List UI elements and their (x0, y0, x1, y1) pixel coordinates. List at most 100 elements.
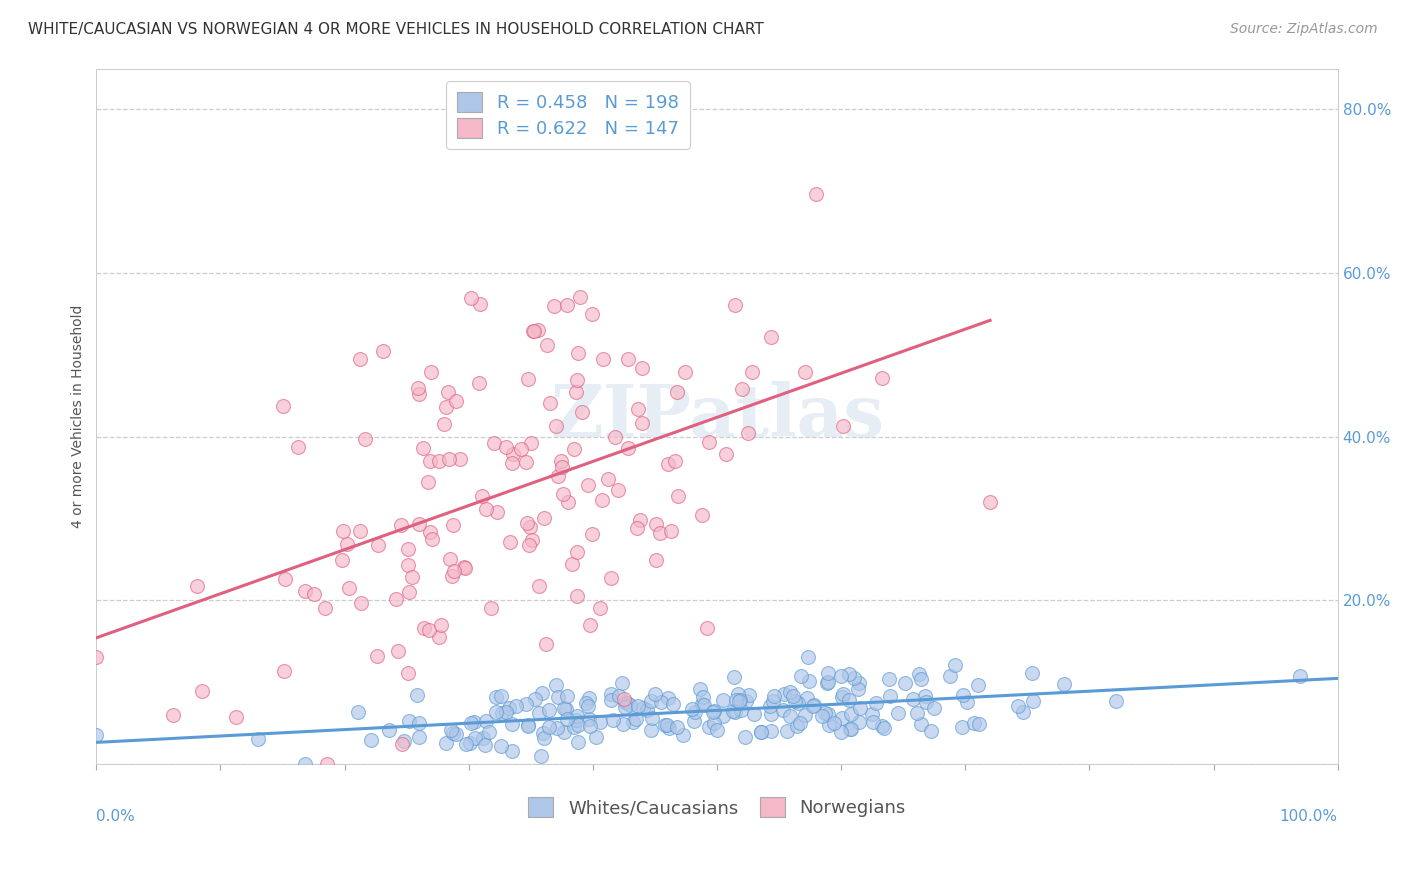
Point (963, 715, 986, 730)
Point (562, 442, 585, 456)
Point (779, 708, 801, 723)
Point (830, 668, 852, 682)
Point (387, 644, 409, 658)
Point (474, 738, 496, 752)
Point (485, 690, 508, 704)
Point (522, 324, 544, 338)
Point (839, 706, 862, 721)
Point (617, 351, 640, 366)
Point (391, 737, 413, 751)
Point (553, 725, 575, 739)
Point (702, 705, 724, 719)
Point (830, 724, 852, 739)
Point (723, 670, 745, 684)
Point (832, 687, 855, 701)
Point (749, 725, 772, 739)
Point (703, 716, 725, 731)
Point (527, 323, 550, 337)
Point (354, 432, 377, 446)
Point (516, 516, 538, 530)
Point (910, 717, 932, 731)
Point (371, 344, 394, 359)
Point (657, 690, 679, 705)
Point (724, 298, 747, 312)
Point (616, 697, 638, 711)
Point (581, 527, 603, 541)
Point (772, 686, 794, 700)
Point (544, 678, 567, 692)
Point (565, 373, 588, 387)
Point (544, 419, 567, 434)
Point (1021, 694, 1043, 708)
Point (443, 564, 465, 578)
Point (479, 601, 502, 615)
Point (920, 723, 942, 738)
Point (626, 521, 648, 535)
Point (519, 519, 541, 533)
Point (460, 715, 482, 730)
Point (761, 706, 783, 721)
Point (378, 723, 401, 737)
Point (567, 346, 589, 360)
Point (416, 475, 439, 489)
Point (865, 696, 887, 710)
Point (581, 307, 603, 321)
Point (831, 711, 853, 725)
Point (817, 674, 839, 689)
Point (711, 709, 734, 723)
Point (433, 417, 456, 431)
Point (460, 736, 482, 750)
Point (870, 371, 893, 385)
Point (979, 494, 1001, 508)
Point (495, 705, 517, 719)
Point (486, 505, 509, 519)
Point (645, 517, 668, 532)
Point (412, 441, 434, 455)
Point (589, 714, 612, 729)
Point (537, 720, 560, 734)
Point (86, 650, 108, 665)
Point (555, 702, 578, 716)
Point (471, 731, 494, 746)
Point (815, 676, 838, 690)
Point (714, 447, 737, 461)
Point (782, 689, 804, 703)
Point (627, 401, 650, 416)
Point (536, 338, 558, 352)
Point (162, 708, 184, 723)
Point (759, 698, 782, 713)
Point (419, 454, 441, 468)
Point (489, 739, 512, 753)
Point (578, 719, 600, 733)
Point (727, 687, 749, 701)
Point (505, 699, 527, 714)
Point (793, 708, 815, 723)
Point (644, 552, 666, 566)
Point (510, 442, 533, 457)
Point (366, 648, 388, 663)
Point (546, 721, 568, 735)
Point (274, 572, 297, 586)
Point (408, 716, 430, 731)
Point (628, 513, 651, 527)
Point (501, 717, 523, 731)
Point (759, 723, 782, 738)
Point (555, 690, 578, 704)
Point (463, 714, 485, 729)
Point (531, 726, 554, 740)
Point (475, 714, 498, 729)
Point (553, 701, 575, 715)
Point (817, 718, 839, 732)
Text: ZIPatlas: ZIPatlas (550, 381, 884, 451)
Point (659, 524, 682, 539)
Point (793, 365, 815, 379)
Point (657, 457, 679, 471)
Point (398, 584, 420, 599)
Point (576, 478, 599, 492)
Point (619, 698, 641, 712)
Point (294, 756, 316, 771)
Point (692, 690, 714, 704)
Point (225, 710, 247, 724)
Point (831, 419, 853, 434)
Point (730, 703, 752, 717)
